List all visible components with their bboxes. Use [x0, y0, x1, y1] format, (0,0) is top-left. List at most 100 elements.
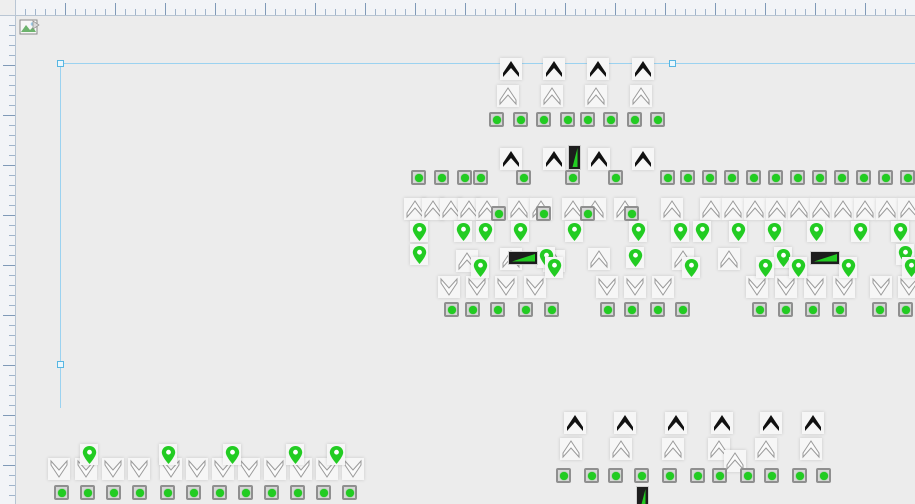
- chevron-up-outline-icon[interactable]: [700, 198, 722, 220]
- chevron-down-outline-icon[interactable]: [316, 458, 338, 480]
- chevron-up-filled-icon[interactable]: [500, 58, 522, 80]
- map-pin-green-icon[interactable]: [455, 222, 472, 242]
- drawing-canvas[interactable]: [15, 15, 915, 504]
- chevron-down-outline-icon[interactable]: [342, 458, 364, 480]
- status-button-green-led-icon[interactable]: [490, 302, 505, 317]
- status-button-green-led-icon[interactable]: [465, 302, 480, 317]
- status-button-green-led-icon[interactable]: [856, 170, 871, 185]
- map-pin-green-icon[interactable]: [411, 222, 428, 242]
- chevron-down-outline-icon[interactable]: [746, 276, 768, 298]
- chevron-up-outline-icon[interactable]: [876, 198, 898, 220]
- map-pin-green-icon[interactable]: [160, 445, 177, 465]
- status-button-green-led-icon[interactable]: [444, 302, 459, 317]
- map-pin-green-icon[interactable]: [775, 248, 792, 268]
- chevron-up-outline-icon[interactable]: [766, 198, 788, 220]
- map-pin-green-icon[interactable]: [840, 258, 857, 278]
- status-button-green-led-icon[interactable]: [712, 468, 727, 483]
- map-pin-green-icon[interactable]: [852, 222, 869, 242]
- status-button-green-led-icon[interactable]: [580, 112, 595, 127]
- chevron-up-outline-icon[interactable]: [661, 198, 683, 220]
- chevron-down-outline-icon[interactable]: [466, 276, 488, 298]
- status-button-green-led-icon[interactable]: [752, 302, 767, 317]
- status-button-green-led-icon[interactable]: [513, 112, 528, 127]
- status-button-green-led-icon[interactable]: [650, 112, 665, 127]
- status-button-green-led-icon[interactable]: [264, 485, 279, 500]
- status-button-green-led-icon[interactable]: [624, 302, 639, 317]
- chevron-up-outline-icon[interactable]: [497, 85, 519, 107]
- status-button-green-led-icon[interactable]: [132, 485, 147, 500]
- chevron-up-filled-icon[interactable]: [588, 148, 610, 170]
- status-button-green-led-icon[interactable]: [560, 112, 575, 127]
- status-button-green-led-icon[interactable]: [489, 112, 504, 127]
- signal-bar-horizontal-icon[interactable]: [508, 251, 538, 265]
- map-pin-green-icon[interactable]: [566, 222, 583, 242]
- status-button-green-led-icon[interactable]: [491, 206, 506, 221]
- status-button-green-led-icon[interactable]: [724, 170, 739, 185]
- chevron-up-outline-icon[interactable]: [718, 248, 740, 270]
- chevron-down-outline-icon[interactable]: [102, 458, 124, 480]
- status-button-green-led-icon[interactable]: [290, 485, 305, 500]
- chevron-up-outline-icon[interactable]: [854, 198, 876, 220]
- chevron-up-outline-icon[interactable]: [610, 438, 632, 460]
- status-button-green-led-icon[interactable]: [746, 170, 761, 185]
- status-button-green-led-icon[interactable]: [790, 170, 805, 185]
- horizontal-ruler[interactable]: [15, 0, 915, 16]
- status-button-green-led-icon[interactable]: [518, 302, 533, 317]
- map-pin-green-icon[interactable]: [892, 222, 909, 242]
- map-pin-green-icon[interactable]: [790, 258, 807, 278]
- status-button-green-led-icon[interactable]: [634, 468, 649, 483]
- status-button-green-led-icon[interactable]: [878, 170, 893, 185]
- chevron-down-outline-icon[interactable]: [160, 458, 182, 480]
- status-button-green-led-icon[interactable]: [600, 302, 615, 317]
- chevron-up-outline-icon[interactable]: [832, 198, 854, 220]
- status-button-green-led-icon[interactable]: [900, 170, 915, 185]
- map-pin-green-icon[interactable]: [411, 245, 428, 265]
- map-pin-green-icon[interactable]: [903, 258, 915, 278]
- status-button-green-led-icon[interactable]: [778, 302, 793, 317]
- chevron-down-outline-icon[interactable]: [624, 276, 646, 298]
- map-pin-green-icon[interactable]: [683, 258, 700, 278]
- map-pin-green-icon[interactable]: [328, 445, 345, 465]
- chevron-up-outline-icon[interactable]: [744, 198, 766, 220]
- chevron-down-outline-icon[interactable]: [804, 276, 826, 298]
- status-button-green-led-icon[interactable]: [650, 302, 665, 317]
- status-button-green-led-icon[interactable]: [457, 170, 472, 185]
- chevron-down-outline-icon[interactable]: [128, 458, 150, 480]
- handle-top-left[interactable]: [57, 60, 64, 67]
- status-button-green-led-icon[interactable]: [812, 170, 827, 185]
- status-button-green-led-icon[interactable]: [764, 468, 779, 483]
- status-button-green-led-icon[interactable]: [832, 302, 847, 317]
- status-button-green-led-icon[interactable]: [316, 485, 331, 500]
- signal-bar-vertical-icon[interactable]: [568, 145, 581, 170]
- status-button-green-led-icon[interactable]: [584, 468, 599, 483]
- chevron-up-filled-icon[interactable]: [543, 148, 565, 170]
- chevron-down-outline-icon[interactable]: [48, 458, 70, 480]
- status-button-green-led-icon[interactable]: [565, 170, 580, 185]
- map-pin-green-icon[interactable]: [808, 222, 825, 242]
- chevron-down-outline-icon[interactable]: [75, 458, 97, 480]
- chevron-down-outline-icon[interactable]: [438, 276, 460, 298]
- chevron-up-outline-icon[interactable]: [810, 198, 832, 220]
- status-button-green-led-icon[interactable]: [473, 170, 488, 185]
- chevron-up-filled-icon[interactable]: [543, 58, 565, 80]
- chevron-up-filled-icon[interactable]: [665, 412, 687, 434]
- map-pin-green-icon[interactable]: [730, 222, 747, 242]
- chevron-up-outline-icon[interactable]: [898, 198, 915, 220]
- chevron-down-outline-icon[interactable]: [186, 458, 208, 480]
- map-pin-green-icon[interactable]: [512, 222, 529, 242]
- status-button-green-led-icon[interactable]: [660, 170, 675, 185]
- chevron-up-outline-icon[interactable]: [800, 438, 822, 460]
- chevron-down-outline-icon[interactable]: [264, 458, 286, 480]
- map-pin-green-icon[interactable]: [224, 445, 241, 465]
- chevron-up-filled-icon[interactable]: [632, 148, 654, 170]
- chevron-down-outline-icon[interactable]: [652, 276, 674, 298]
- chevron-up-filled-icon[interactable]: [760, 412, 782, 434]
- chevron-up-filled-icon[interactable]: [802, 412, 824, 434]
- map-pin-green-icon[interactable]: [472, 258, 489, 278]
- chevron-down-outline-icon[interactable]: [290, 458, 312, 480]
- chevron-down-outline-icon[interactable]: [775, 276, 797, 298]
- map-pin-green-icon[interactable]: [757, 258, 774, 278]
- chevron-up-filled-icon[interactable]: [614, 412, 636, 434]
- status-button-green-led-icon[interactable]: [342, 485, 357, 500]
- chevron-down-outline-icon[interactable]: [833, 276, 855, 298]
